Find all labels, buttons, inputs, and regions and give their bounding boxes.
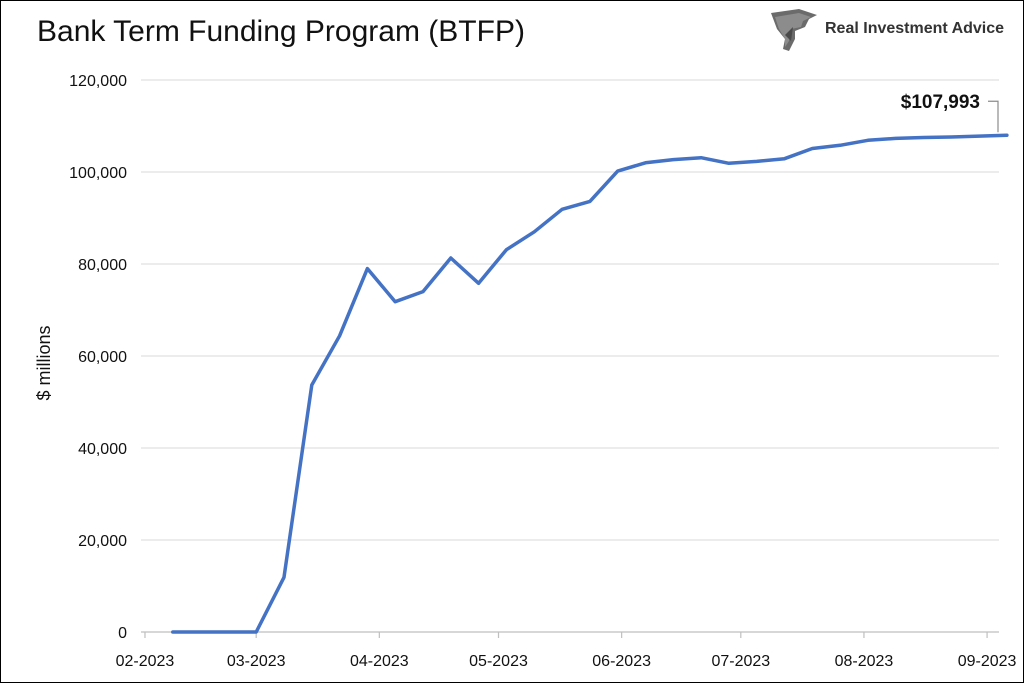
x-tick-label: 06-2023 xyxy=(592,653,651,670)
y-tick-label: 80,000 xyxy=(78,257,127,274)
brand-logo-block: Real Investment Advice xyxy=(765,5,1015,55)
series-line xyxy=(171,133,1009,634)
eagle-head-icon xyxy=(771,9,817,51)
x-tick-label: 09-2023 xyxy=(958,653,1017,670)
callout-label: $107,993 xyxy=(901,92,980,113)
y-tick-label: 100,000 xyxy=(69,165,127,182)
x-tick-label: 02-2023 xyxy=(116,653,175,670)
y-axis-label: $ millions xyxy=(34,325,54,400)
y-tick-label: 60,000 xyxy=(78,349,127,366)
y-tick-label: 40,000 xyxy=(78,441,127,458)
y-tick-label: 20,000 xyxy=(78,533,127,550)
x-tick-label: 03-2023 xyxy=(227,653,286,670)
y-tick-label: 120,000 xyxy=(69,73,127,90)
x-tick-label: 07-2023 xyxy=(711,653,770,670)
x-tick-label: 04-2023 xyxy=(350,653,409,670)
brand-name: Real Investment Advice xyxy=(825,20,1005,37)
chart-title: Bank Term Funding Program (BTFP) xyxy=(37,15,525,48)
x-tick-label: 08-2023 xyxy=(835,653,894,670)
x-tick-label: 05-2023 xyxy=(469,653,528,670)
callout-leader-line xyxy=(988,100,999,133)
y-tick-label: 0 xyxy=(118,625,127,642)
